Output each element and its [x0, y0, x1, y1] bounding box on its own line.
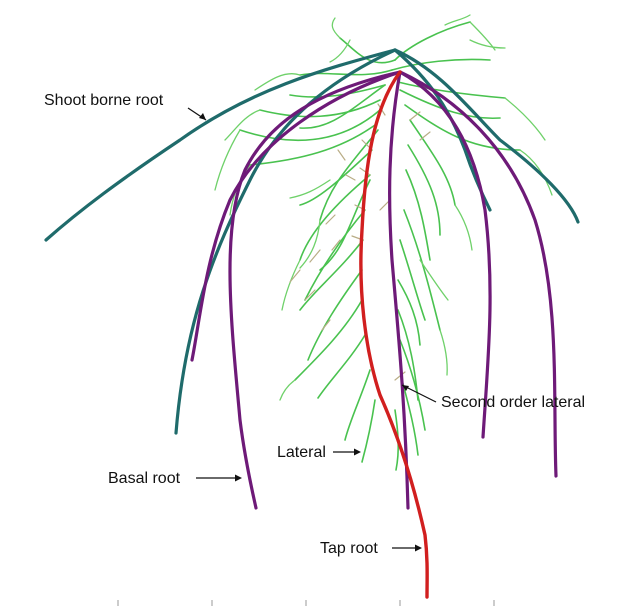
bottom-ticks: [117, 600, 495, 606]
label-lateral-text: Lateral: [277, 444, 326, 461]
lateral-roots: [214, 14, 553, 471]
label-second-order-lateral-text: Second order lateral: [441, 394, 585, 411]
tap-root: [359, 70, 429, 599]
label-basal-root-text: Basal root: [108, 470, 181, 487]
label-second-order-lateral: Second order lateral: [401, 384, 585, 411]
basal-roots: [190, 70, 558, 510]
label-basal-root: Basal root: [108, 470, 242, 487]
label-tap-root: Tap root: [320, 540, 422, 557]
label-tap-root-text: Tap root: [320, 540, 378, 557]
label-shoot-borne-root: Shoot borne root: [44, 92, 207, 121]
label-lateral: Lateral: [277, 444, 361, 461]
label-shoot-borne-root-text: Shoot borne root: [44, 92, 164, 109]
